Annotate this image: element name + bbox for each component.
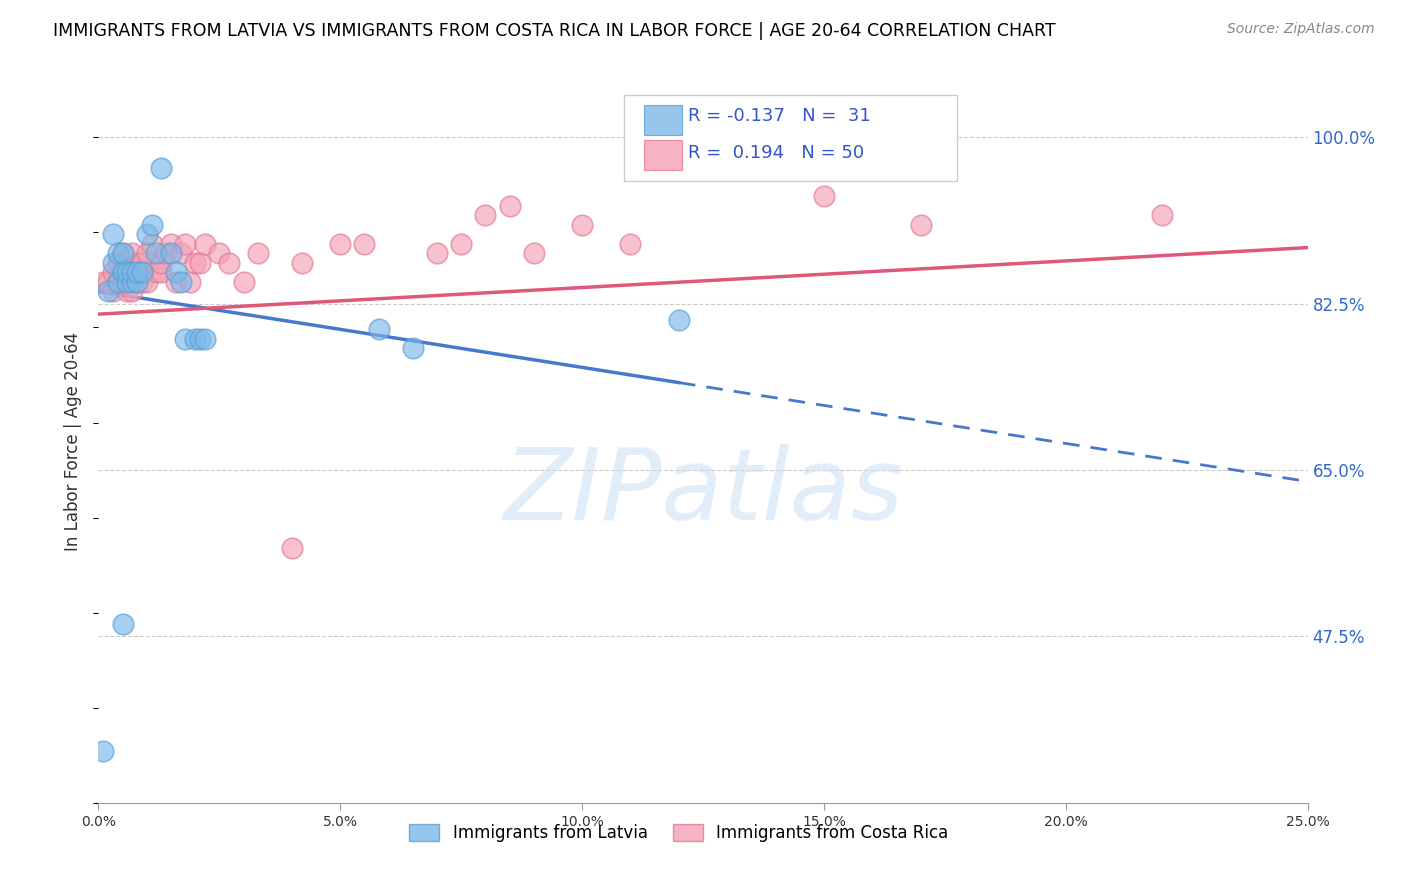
Point <box>813 189 835 203</box>
Point <box>127 256 149 270</box>
FancyBboxPatch shape <box>624 95 957 181</box>
Point <box>127 265 149 279</box>
Point <box>450 236 472 251</box>
Point <box>150 265 173 279</box>
Point <box>111 265 134 279</box>
Point <box>121 275 143 289</box>
Point <box>218 256 240 270</box>
Point <box>131 275 153 289</box>
Point <box>121 246 143 260</box>
Text: R = -0.137   N =  31: R = -0.137 N = 31 <box>689 107 872 126</box>
Point <box>111 617 134 632</box>
Point <box>121 285 143 299</box>
Point <box>135 275 157 289</box>
Point <box>121 265 143 279</box>
Point <box>619 236 641 251</box>
Legend: Immigrants from Latvia, Immigrants from Costa Rica: Immigrants from Latvia, Immigrants from … <box>402 817 955 848</box>
Point <box>135 227 157 242</box>
Point <box>523 246 546 260</box>
Point <box>107 246 129 260</box>
Point <box>1152 208 1174 222</box>
Point <box>368 322 391 336</box>
Point <box>91 275 114 289</box>
Point <box>174 236 197 251</box>
Point <box>101 265 124 279</box>
Point <box>150 161 173 175</box>
Point <box>188 332 211 346</box>
Point <box>179 275 201 289</box>
Point <box>145 246 167 260</box>
Point <box>194 236 217 251</box>
Point <box>111 275 134 289</box>
Point <box>184 332 207 346</box>
Point <box>117 265 139 279</box>
Point <box>107 275 129 289</box>
Point <box>910 218 932 232</box>
Point <box>281 541 304 555</box>
Point <box>353 236 375 251</box>
Point <box>155 246 177 260</box>
Point <box>426 246 449 260</box>
Point <box>474 208 496 222</box>
Point <box>329 236 352 251</box>
Point <box>194 332 217 346</box>
Text: IMMIGRANTS FROM LATVIA VS IMMIGRANTS FROM COSTA RICA IN LABOR FORCE | AGE 20-64 : IMMIGRANTS FROM LATVIA VS IMMIGRANTS FRO… <box>53 22 1056 40</box>
Point <box>107 256 129 270</box>
Point <box>131 256 153 270</box>
Point <box>101 256 124 270</box>
FancyBboxPatch shape <box>644 105 682 136</box>
Point <box>184 256 207 270</box>
Point <box>498 199 520 213</box>
Point <box>107 275 129 289</box>
Point <box>145 265 167 279</box>
Point <box>135 246 157 260</box>
Point <box>141 218 163 232</box>
Point <box>668 313 690 327</box>
Point <box>174 332 197 346</box>
Point <box>117 275 139 289</box>
Point <box>111 265 134 279</box>
Point <box>247 246 270 260</box>
Point <box>150 256 173 270</box>
Point <box>117 275 139 289</box>
Point <box>290 256 312 270</box>
Point <box>232 275 254 289</box>
Point <box>160 246 183 260</box>
Text: R =  0.194   N = 50: R = 0.194 N = 50 <box>689 144 865 161</box>
Point <box>111 246 134 260</box>
Y-axis label: In Labor Force | Age 20-64: In Labor Force | Age 20-64 <box>65 332 83 551</box>
Point <box>111 246 134 260</box>
Point <box>131 265 153 279</box>
Point <box>117 285 139 299</box>
Point <box>165 265 187 279</box>
Text: Source: ZipAtlas.com: Source: ZipAtlas.com <box>1227 22 1375 37</box>
Point <box>165 275 187 289</box>
Point <box>208 246 231 260</box>
Point <box>101 285 124 299</box>
Point <box>127 275 149 289</box>
Point <box>188 256 211 270</box>
Point <box>141 236 163 251</box>
Point <box>402 342 425 356</box>
Point <box>169 246 191 260</box>
Point <box>101 227 124 242</box>
Point <box>571 218 593 232</box>
FancyBboxPatch shape <box>644 139 682 169</box>
Point <box>117 265 139 279</box>
Text: ZIPatlas: ZIPatlas <box>503 443 903 541</box>
Point <box>91 743 114 757</box>
Point <box>97 275 120 289</box>
Point <box>97 285 120 299</box>
Point <box>169 275 191 289</box>
Point <box>160 236 183 251</box>
Point <box>127 275 149 289</box>
